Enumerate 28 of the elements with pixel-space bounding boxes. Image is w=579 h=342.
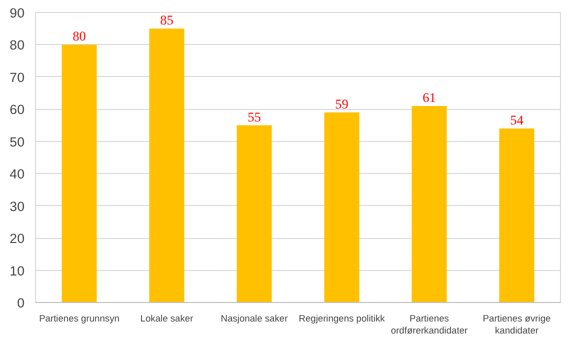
x-tick-label: Partienes grunnsyn xyxy=(39,314,120,324)
y-tick-label: 0 xyxy=(17,296,25,310)
y-tick-label: 10 xyxy=(10,263,25,278)
bar xyxy=(236,125,272,302)
bar xyxy=(149,28,184,302)
x-tick-label: Regjeringens politikk xyxy=(298,314,386,324)
data-label: 61 xyxy=(422,90,436,105)
bar xyxy=(62,44,97,302)
bar xyxy=(499,128,534,302)
bar xyxy=(324,112,360,302)
y-tick-label: 70 xyxy=(10,70,25,85)
data-label: 54 xyxy=(510,112,524,128)
y-tick-label: 50 xyxy=(10,134,25,150)
data-label: 80 xyxy=(72,28,86,44)
x-tick-label: Nasjonale saker xyxy=(220,314,288,324)
data-label: 55 xyxy=(248,109,262,124)
x-tick-label: Partienes ordførerkandidater xyxy=(390,314,468,336)
y-tick-label: 30 xyxy=(10,198,25,214)
data-label: 85 xyxy=(160,12,174,28)
data-label: 59 xyxy=(335,96,349,112)
x-tick-label: Partienes øvrige kandidater xyxy=(482,314,551,336)
bar xyxy=(412,106,447,302)
y-tick-label: 40 xyxy=(10,166,25,182)
y-tick-label: 20 xyxy=(10,231,25,246)
y-tick-label: 60 xyxy=(10,102,25,118)
y-tick-label: 80 xyxy=(10,38,25,53)
x-tick-label: Lokale saker xyxy=(140,314,194,324)
y-tick-label: 90 xyxy=(10,6,25,20)
